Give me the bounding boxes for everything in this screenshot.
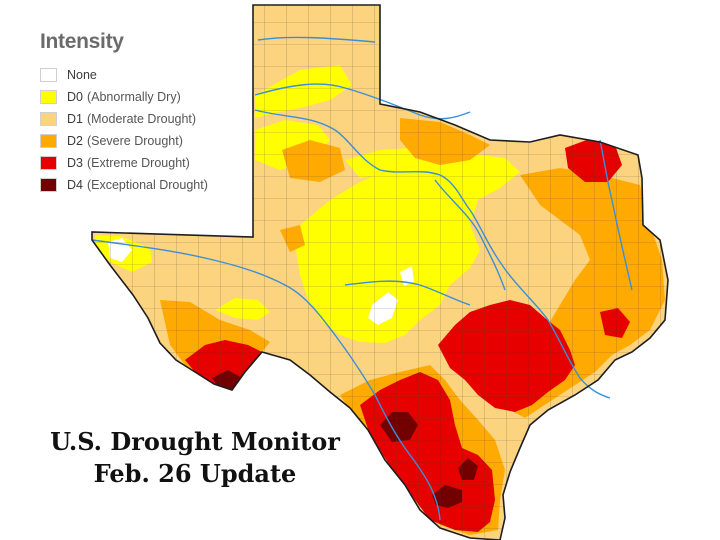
legend-swatch	[40, 68, 57, 82]
caption-subtitle: Feb. 26 Update	[93, 459, 297, 488]
river	[254, 109, 611, 399]
legend-item: D2 (Severe Drought)	[40, 130, 240, 152]
caption: U.S. Drought Monitor Feb. 26 Update	[40, 426, 350, 490]
river	[434, 179, 506, 291]
river	[344, 280, 471, 306]
legend-description: (Abnormally Dry)	[86, 90, 181, 104]
river	[91, 239, 441, 521]
legend-code: D4	[67, 178, 83, 192]
legend-description: (Moderate Drought)	[86, 112, 197, 126]
legend-item: D3 (Extreme Drought)	[40, 152, 240, 174]
legend-item: D0 (Abnormally Dry)	[40, 86, 240, 108]
legend-items: None D0 (Abnormally Dry) D1 (Moderate Drough…	[40, 64, 240, 196]
legend-description: (Severe Drought)	[86, 134, 183, 148]
river	[599, 139, 633, 291]
legend-title: Intensity	[40, 30, 124, 53]
legend-swatch	[40, 90, 57, 104]
river	[257, 36, 376, 43]
legend-code: D2	[67, 134, 83, 148]
legend-code: D0	[67, 90, 83, 104]
legend-code: D3	[67, 156, 83, 170]
legend-swatch	[40, 156, 57, 170]
legend-item: None	[40, 64, 240, 86]
rivers	[91, 36, 633, 521]
river	[254, 83, 471, 120]
legend-swatch	[40, 178, 57, 192]
legend-item: D4 (Exceptional Drought)	[40, 174, 240, 196]
caption-title: U.S. Drought Monitor	[50, 427, 340, 456]
legend-description: (Exceptional Drought)	[86, 178, 208, 192]
legend-code: D1	[67, 112, 83, 126]
legend-item: D1 (Moderate Drought)	[40, 108, 240, 130]
legend-swatch	[40, 134, 57, 148]
legend-description: (Extreme Drought)	[86, 156, 190, 170]
legend-swatch	[40, 112, 57, 126]
legend-code: None	[67, 68, 97, 82]
legend: Intensity None D0 (Abnormally Dry) D1 (Moder…	[40, 30, 240, 196]
